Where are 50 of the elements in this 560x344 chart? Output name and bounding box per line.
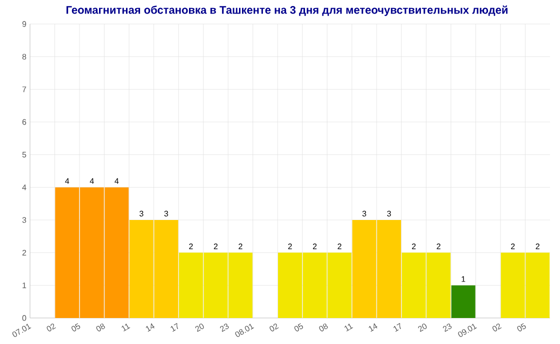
x-tick-label: 17 bbox=[170, 323, 178, 332]
x-tick-label: 05 bbox=[517, 323, 526, 332]
x-tick-label: 20 bbox=[418, 324, 427, 332]
x-tick-label: 23 bbox=[220, 324, 229, 332]
data-label: 4 bbox=[65, 178, 70, 184]
data-label: 3 bbox=[362, 210, 366, 216]
x-tick-label: 20 bbox=[195, 324, 204, 332]
y-tick-label: 6 bbox=[22, 119, 26, 125]
data-label: 2 bbox=[312, 244, 317, 250]
data-label: 2 bbox=[412, 244, 416, 250]
x-tick-label: 05 bbox=[294, 323, 303, 332]
x-tick-label: 07.01 bbox=[12, 324, 32, 337]
data-label: 2 bbox=[511, 244, 515, 250]
x-tick-label: 02 bbox=[492, 324, 502, 332]
y-tick-label: 3 bbox=[22, 217, 26, 223]
data-label: 3 bbox=[164, 210, 168, 216]
chart-title: Геомагнитная обстановка в Ташкенте на 3 дня для метеочувствительных людей bbox=[66, 6, 508, 16]
x-tick-label: 09.01 bbox=[458, 324, 477, 337]
data-label: 2 bbox=[189, 244, 193, 250]
x-tick-label: 08 bbox=[96, 324, 105, 332]
data-label: 2 bbox=[338, 244, 342, 250]
data-label: 2 bbox=[288, 244, 292, 250]
x-tick-label: 05 bbox=[72, 323, 80, 332]
data-label: 2 bbox=[436, 244, 440, 250]
data-label: 3 bbox=[140, 210, 144, 216]
x-tick-label: 11 bbox=[344, 324, 354, 332]
y-tick-label: 5 bbox=[22, 152, 26, 158]
y-tick-label: 7 bbox=[22, 86, 26, 92]
data-label: 4 bbox=[114, 178, 119, 184]
y-tick-label: 4 bbox=[22, 184, 26, 190]
x-tick-label: 02 bbox=[46, 324, 56, 332]
y-tick-label: 0 bbox=[22, 315, 26, 321]
x-tick-label: 14 bbox=[368, 323, 378, 332]
y-tick-label: 8 bbox=[22, 54, 26, 60]
data-label: 4 bbox=[90, 178, 94, 184]
y-tick-label: 1 bbox=[22, 282, 26, 288]
x-tick-label: 14 bbox=[146, 323, 154, 332]
x-tick-label: 23 bbox=[442, 324, 452, 332]
x-tick-label: 08 bbox=[319, 324, 328, 332]
y-tick-label: 2 bbox=[22, 250, 26, 256]
data-label: 2 bbox=[536, 244, 540, 250]
data-label: 1 bbox=[462, 276, 466, 282]
data-label: 2 bbox=[238, 244, 242, 250]
x-tick-label: 11 bbox=[122, 324, 130, 332]
x-tick-label: 08.01 bbox=[235, 324, 254, 337]
y-tick-label: 9 bbox=[22, 21, 26, 27]
data-label: 3 bbox=[387, 210, 391, 216]
data-label: 2 bbox=[214, 244, 218, 250]
x-tick-label: 02 bbox=[270, 324, 279, 332]
x-tick-label: 17 bbox=[394, 323, 401, 332]
